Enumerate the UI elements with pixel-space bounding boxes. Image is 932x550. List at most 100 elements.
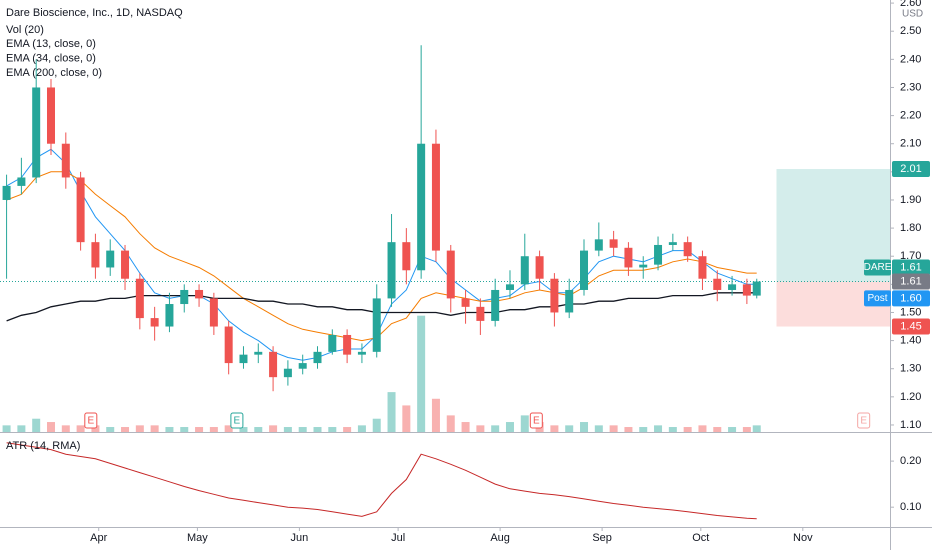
candle-body (224, 326, 233, 364)
candle-body (580, 250, 589, 290)
candle-body (269, 351, 278, 378)
volume-bar (752, 425, 761, 432)
volume-bar (224, 425, 233, 432)
volume-bar (713, 427, 722, 432)
candle-body (106, 250, 115, 268)
volume-bar (594, 425, 603, 432)
candle-body (446, 250, 455, 299)
currency-label: USD (902, 9, 923, 20)
volume-bar (476, 425, 485, 432)
candle-body (180, 289, 189, 305)
atr-line (6, 442, 757, 520)
candle-body (683, 242, 692, 257)
volume-bar (328, 427, 337, 432)
candle-body (565, 289, 574, 313)
candle-body (46, 87, 55, 144)
volume-bar (491, 425, 500, 432)
candle-body (609, 239, 618, 248)
candle-body (535, 256, 544, 279)
volume-bar (446, 415, 455, 432)
candle-body (76, 177, 85, 243)
candle-body (550, 278, 559, 313)
price-badge (892, 318, 930, 335)
earnings-marker (857, 412, 871, 429)
candle-body (2, 185, 11, 200)
volume-bar (668, 427, 677, 432)
price-badge-label: 1.61 (900, 275, 921, 287)
volume-bar (654, 425, 663, 432)
x-tick-label: Apr (90, 532, 107, 544)
volume-bar (357, 425, 366, 432)
volume-bar (121, 427, 130, 432)
candle-body (461, 298, 470, 307)
price-badge (892, 259, 930, 276)
volume-bar (239, 427, 248, 432)
chart-title: Dare Bioscience, Inc., 1D, NASDAQ (6, 7, 183, 19)
earnings-marker (84, 412, 98, 429)
candle-body (728, 284, 737, 290)
volume-bar (387, 392, 396, 432)
candle-body (328, 334, 337, 352)
candle-body (742, 284, 751, 296)
volume-bar (372, 418, 381, 432)
candle-body (91, 242, 100, 268)
candle-body (195, 289, 204, 299)
y-tick-label: 1.70 (900, 250, 921, 262)
x-tick-label: Sep (592, 532, 612, 544)
y-tick-label: 2.60 (900, 0, 921, 9)
candle-body (32, 87, 41, 178)
candle-body (387, 242, 396, 299)
price-badge-label: 1.61 (900, 261, 921, 273)
y-tick-label: 2.10 (900, 138, 921, 150)
y-tick-label: 1.30 (900, 363, 921, 375)
candle-body (402, 242, 411, 271)
y-tick-label: 2.20 (900, 110, 921, 122)
volume-bar (165, 427, 174, 432)
y-tick-label: 2.40 (900, 53, 921, 65)
price-badge (892, 273, 930, 290)
volume-bar (283, 427, 292, 432)
volume-bar (565, 425, 574, 432)
candle-body (135, 278, 144, 319)
y-tick-label: 1.20 (900, 391, 921, 403)
x-tick-label: Nov (793, 532, 813, 544)
candle-body (639, 264, 648, 268)
volume-bar (2, 425, 11, 432)
volume-bar (150, 425, 159, 432)
ema-line (6, 148, 757, 361)
volume-legend: Vol (20) (6, 24, 44, 36)
x-tick-label: Aug (490, 532, 510, 544)
volume-bar (742, 427, 751, 432)
candle-body (624, 247, 633, 268)
volume-bar (402, 405, 411, 432)
y-tick-label: 1.80 (900, 222, 921, 234)
price-badge-label: 1.45 (900, 320, 921, 332)
earnings-marker (230, 412, 244, 429)
badge-tag-label: DARE (864, 262, 892, 273)
candle-body (431, 143, 440, 251)
volume-bar (728, 427, 737, 432)
earnings-marker (529, 412, 543, 429)
candle-body (476, 306, 485, 321)
candle-body (298, 363, 307, 369)
earnings-label: E (533, 416, 540, 427)
candle-body (520, 256, 529, 285)
volume-bar (32, 418, 41, 432)
volume-bar (698, 425, 707, 432)
volume-bar (91, 425, 100, 432)
legend-entry: EMA (200, close, 0) (6, 67, 102, 79)
candle-body (594, 239, 603, 251)
candle-body (343, 334, 352, 355)
x-tick-label: May (187, 532, 208, 544)
volume-bar (580, 422, 589, 432)
volume-bar (461, 422, 470, 432)
volume-bar (683, 427, 692, 432)
volume-bar (17, 425, 26, 432)
legend-entry: EMA (13, close, 0) (6, 38, 96, 50)
y-tick-label: 1.10 (900, 419, 921, 431)
volume-bar (343, 427, 352, 432)
badge-tag-label: Post (867, 293, 887, 304)
earnings-label: E (87, 416, 94, 427)
volume-bar (46, 422, 55, 432)
